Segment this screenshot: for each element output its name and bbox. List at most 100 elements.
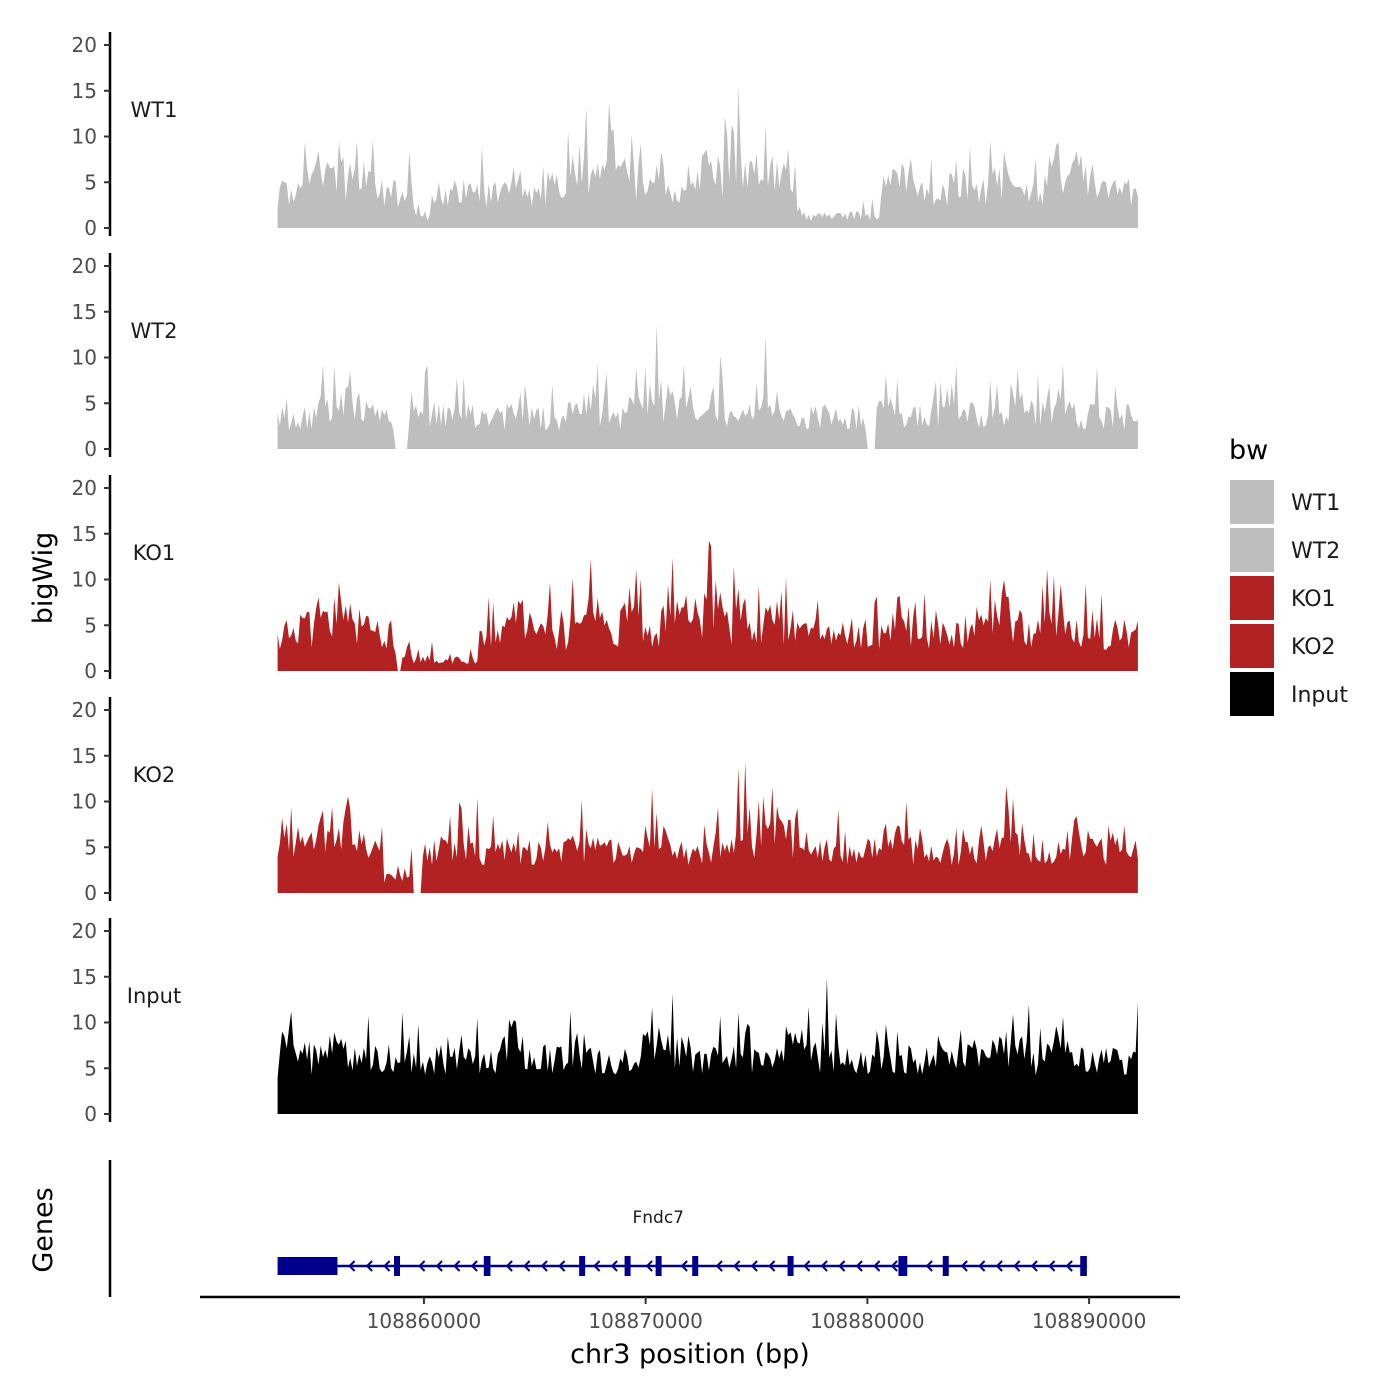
exon-4 — [579, 1256, 586, 1276]
y-tick-label-ko1-0: 0 — [84, 659, 97, 683]
strand-arrow — [873, 1260, 881, 1272]
area-input — [277, 977, 1138, 1114]
strand-arrow — [470, 1260, 478, 1272]
area-ko1 — [277, 540, 1138, 671]
strand-arrow — [803, 1260, 811, 1272]
track-wt2: 0 5 10 15 20 WT2 — [72, 253, 1138, 461]
y-tick-label-wt1-20: 20 — [72, 33, 97, 57]
strand-arrow — [453, 1260, 461, 1272]
y-tick-label-ko1-15: 15 — [72, 522, 97, 546]
exon-1 — [277, 1257, 338, 1275]
exon-2 — [394, 1256, 401, 1276]
exon-11 — [1080, 1256, 1087, 1276]
legend-label-ko2: KO2 — [1291, 635, 1336, 660]
exon-8 — [787, 1256, 794, 1276]
y-tick-label-input-0: 0 — [84, 1102, 97, 1126]
track-label-ko2: KO2 — [133, 763, 176, 787]
exon-6 — [655, 1256, 662, 1276]
y-tick-label-ko1-10: 10 — [72, 568, 97, 592]
strand-arrow — [680, 1260, 688, 1272]
strand-arrow — [418, 1260, 426, 1272]
strand-arrow — [1065, 1260, 1073, 1272]
strand-arrow — [855, 1260, 863, 1272]
legend-label-input: Input — [1291, 683, 1348, 708]
legend-key-wt1 — [1230, 480, 1274, 524]
x-tick-label-2: 108880000 — [810, 1309, 925, 1333]
track-label-ko1: KO1 — [133, 541, 176, 565]
x-tick-label-0: 108860000 — [367, 1309, 482, 1333]
strand-arrow — [890, 1260, 898, 1272]
legend: bw WT1 WT2 KO1 KO2 Input — [1229, 435, 1348, 716]
y-tick-label-ko2-10: 10 — [72, 790, 97, 814]
strand-arrow — [593, 1260, 601, 1272]
y-tick-label-wt1-10: 10 — [72, 125, 97, 149]
strand-arrow — [750, 1260, 758, 1272]
y-tick-label-ko2-15: 15 — [72, 744, 97, 768]
y-tick-label-ko1-20: 20 — [72, 476, 97, 500]
y-tick-label-input-15: 15 — [72, 965, 97, 989]
exon-5 — [624, 1256, 631, 1276]
y-tick-label-wt1-5: 5 — [84, 170, 97, 194]
strand-arrow — [348, 1260, 356, 1272]
x-tick-label-1: 108870000 — [588, 1309, 703, 1333]
exon-10 — [942, 1256, 949, 1276]
track-ko1: 0 5 10 15 20 KO1 — [72, 475, 1138, 683]
strand-arrow — [838, 1260, 846, 1272]
y-tick-label-wt2-20: 20 — [72, 254, 97, 278]
x-axis-title: chr3 position (bp) — [570, 1339, 810, 1370]
gene-panel: Fndc7 — [108, 1160, 1087, 1297]
track-wt1: 0 5 10 15 20 WT1 — [72, 32, 1138, 240]
genes-axis-title: Genes — [28, 1187, 59, 1272]
legend-key-ko2 — [1230, 624, 1274, 668]
strand-arrow — [1013, 1260, 1021, 1272]
track-label-wt2: WT2 — [131, 319, 178, 343]
exon-3 — [483, 1256, 491, 1276]
strand-arrow — [715, 1260, 723, 1272]
strand-arrow — [1030, 1260, 1038, 1272]
legend-key-ko1 — [1230, 576, 1274, 620]
strand-arrow — [383, 1260, 391, 1272]
y-tick-label-wt2-15: 15 — [72, 300, 97, 324]
strand-arrow — [558, 1260, 566, 1272]
x-tick-label-3: 108890000 — [1032, 1309, 1147, 1333]
exon-7 — [692, 1256, 699, 1276]
y-tick-label-input-20: 20 — [72, 919, 97, 943]
area-ko2 — [277, 762, 1138, 893]
strand-arrow — [365, 1260, 373, 1272]
track-input: 0 5 10 15 20 Input — [72, 918, 1138, 1126]
strand-arrow — [435, 1260, 443, 1272]
y-tick-label-input-5: 5 — [84, 1056, 97, 1080]
tracks-group: 0 5 10 15 20 WT1 0 5 10 15 20 WT2 0 5 10 15 20 KO1 0 5 10 15 2… — [72, 32, 1138, 1126]
strand-arrow — [995, 1260, 1003, 1272]
legend-label-wt1: WT1 — [1291, 491, 1340, 516]
gene-name-label: Fndc7 — [632, 1208, 684, 1228]
y-tick-label-wt2-5: 5 — [84, 391, 97, 415]
strand-arrow — [925, 1260, 933, 1272]
strand-arrow — [1048, 1260, 1056, 1272]
legend-key-wt2 — [1230, 528, 1274, 572]
strand-arrow — [523, 1260, 531, 1272]
y-tick-label-ko2-20: 20 — [72, 698, 97, 722]
x-axis: 108860000 108870000 108880000 108890000 — [200, 1295, 1180, 1333]
y-tick-label-ko1-5: 5 — [84, 613, 97, 637]
legend-key-input — [1230, 672, 1274, 716]
track-label-wt1: WT1 — [131, 98, 178, 122]
strand-arrow — [978, 1260, 986, 1272]
strand-arrow — [645, 1260, 653, 1272]
legend-label-ko1: KO1 — [1291, 587, 1336, 612]
legend-label-wt2: WT2 — [1291, 539, 1340, 564]
y-tick-label-wt1-0: 0 — [84, 216, 97, 240]
strand-arrow — [820, 1260, 828, 1272]
strand-arrow — [505, 1260, 513, 1272]
strand-arrow — [768, 1260, 776, 1272]
y-tick-label-wt2-10: 10 — [72, 346, 97, 370]
area-wt2 — [277, 323, 1138, 449]
exon-9 — [898, 1256, 908, 1276]
strand-arrow — [960, 1260, 968, 1272]
legend-title: bw — [1229, 435, 1268, 466]
y-tick-label-wt2-0: 0 — [84, 437, 97, 461]
y-tick-label-ko2-5: 5 — [84, 835, 97, 859]
y-axis-title: bigWig — [28, 532, 59, 625]
strand-arrow — [540, 1260, 548, 1272]
